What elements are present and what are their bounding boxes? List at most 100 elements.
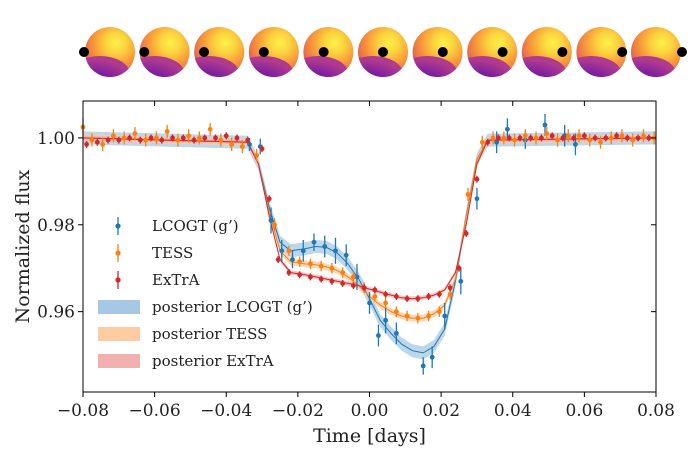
star-spot bbox=[248, 56, 294, 77]
star-panel bbox=[521, 27, 572, 77]
legend-entry: TESS bbox=[115, 244, 193, 262]
data-point bbox=[318, 276, 324, 282]
planet-disk bbox=[617, 47, 628, 57]
star-panel bbox=[79, 27, 135, 77]
y-axis-label: Normalized flux bbox=[12, 169, 34, 323]
data-point bbox=[148, 135, 154, 141]
legend-label: posterior TESS bbox=[152, 325, 267, 343]
legend-entry: LCOGT (g’) bbox=[115, 217, 239, 235]
data-point bbox=[560, 135, 566, 141]
x-tick-label: 0.04 bbox=[494, 401, 532, 421]
data-point bbox=[300, 248, 306, 254]
data-point bbox=[207, 126, 213, 132]
data-point bbox=[420, 363, 426, 369]
legend-swatch bbox=[98, 354, 140, 368]
data-point bbox=[404, 313, 410, 319]
data-point bbox=[127, 135, 132, 141]
star-spot bbox=[631, 56, 676, 77]
data-point bbox=[223, 133, 229, 139]
data-point bbox=[229, 142, 235, 147]
data-point bbox=[383, 300, 389, 306]
series-tess bbox=[80, 118, 657, 324]
data-point bbox=[635, 135, 641, 141]
data-point bbox=[512, 137, 517, 143]
star-panel bbox=[467, 27, 518, 77]
data-point bbox=[624, 135, 630, 141]
data-point bbox=[154, 135, 159, 141]
data-point bbox=[426, 294, 431, 299]
legend-entry: posterior ExTrA bbox=[98, 352, 274, 370]
legend-label: posterior LCOGT (g’) bbox=[152, 298, 313, 316]
data-point bbox=[608, 135, 614, 141]
x-axis-label: Time [days] bbox=[313, 425, 426, 447]
data-point bbox=[549, 133, 555, 139]
data-point bbox=[436, 309, 442, 315]
data-point bbox=[180, 135, 186, 141]
data-point bbox=[170, 135, 175, 141]
data-point bbox=[465, 191, 471, 197]
data-point bbox=[565, 133, 571, 139]
data-point bbox=[383, 317, 389, 323]
planet-disk bbox=[497, 47, 508, 57]
data-point bbox=[496, 135, 501, 141]
legend-entry: posterior LCOGT (g’) bbox=[98, 298, 313, 316]
data-point bbox=[354, 274, 360, 280]
legend-marker-dot bbox=[115, 223, 121, 229]
data-point bbox=[137, 137, 143, 143]
legend-entry: ExTrA bbox=[115, 271, 200, 289]
star-panel bbox=[358, 27, 408, 77]
planet-disk bbox=[318, 47, 329, 57]
data-point bbox=[542, 122, 548, 128]
data-point bbox=[175, 137, 181, 143]
data-points bbox=[80, 114, 657, 375]
legend-marker-dot bbox=[115, 277, 121, 283]
y-tick-label: 1.00 bbox=[37, 129, 75, 149]
data-point bbox=[436, 291, 442, 297]
data-point bbox=[218, 137, 224, 143]
legend-swatch bbox=[98, 327, 140, 341]
data-point bbox=[603, 135, 609, 141]
data-point bbox=[116, 137, 122, 143]
x-tick-label: −0.06 bbox=[129, 401, 181, 421]
data-point bbox=[442, 313, 448, 319]
x-tick-label: 0.06 bbox=[565, 401, 603, 421]
legend-swatch bbox=[98, 300, 140, 314]
data-point bbox=[393, 309, 399, 315]
data-point bbox=[186, 133, 192, 139]
data-point bbox=[340, 281, 346, 286]
data-point bbox=[297, 272, 303, 278]
data-point bbox=[164, 129, 170, 134]
series-extra bbox=[84, 132, 652, 303]
data-point bbox=[245, 137, 251, 143]
data-point bbox=[308, 274, 313, 280]
data-point bbox=[383, 291, 389, 297]
data-point bbox=[132, 131, 138, 136]
data-point bbox=[89, 137, 95, 143]
data-point bbox=[100, 142, 106, 147]
data-point bbox=[646, 135, 652, 141]
data-point bbox=[286, 248, 292, 254]
data-point bbox=[376, 333, 381, 338]
y-tick-label: 0.98 bbox=[37, 216, 75, 236]
data-point bbox=[350, 274, 356, 280]
x-tick-label: 0.00 bbox=[351, 401, 389, 421]
star-spot bbox=[194, 56, 240, 77]
legend-label: LCOGT (g’) bbox=[152, 217, 239, 235]
data-point bbox=[415, 315, 421, 321]
data-point bbox=[239, 144, 245, 150]
data-point bbox=[322, 244, 328, 249]
planet-disk bbox=[557, 47, 568, 57]
data-point bbox=[528, 135, 534, 141]
legend-label: ExTrA bbox=[152, 271, 200, 289]
data-point bbox=[254, 152, 260, 158]
data-point bbox=[630, 137, 636, 143]
data-point bbox=[506, 135, 512, 141]
data-point bbox=[121, 135, 127, 141]
legend-entry: posterior TESS bbox=[98, 325, 267, 343]
data-point bbox=[573, 142, 578, 147]
data-point bbox=[429, 354, 435, 360]
data-point bbox=[501, 135, 507, 141]
data-point bbox=[272, 222, 277, 228]
data-point bbox=[587, 137, 593, 143]
legend: LCOGT (g’) TESS ExTrA posterior LCOGT (g’) p… bbox=[98, 217, 313, 370]
